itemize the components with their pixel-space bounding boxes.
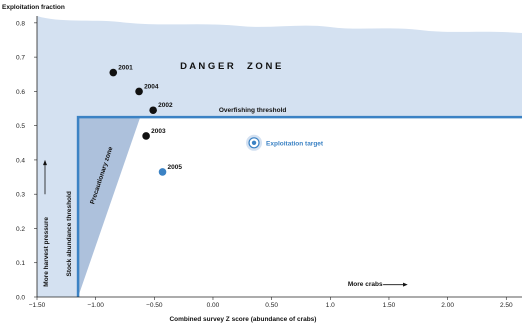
- x-tick-label: 0.00: [207, 302, 220, 309]
- data-point-label: 2002: [158, 102, 173, 109]
- more-harvest-pressure-label: More harvest pressure: [43, 217, 50, 287]
- danger-zone-label: D A N G E R Z O N E: [180, 61, 281, 72]
- target-dot: [251, 140, 257, 145]
- data-point-label: 2001: [118, 65, 133, 72]
- data-point: [149, 106, 157, 115]
- x-tick-label: 2.00: [441, 302, 454, 309]
- x-tick-label: −0.50: [146, 302, 163, 309]
- harvest-arrowhead: [43, 159, 47, 166]
- x-tick-label: 1.50: [383, 302, 396, 309]
- overfishing-threshold-line: [76, 115, 522, 297]
- data-point: [142, 132, 150, 140]
- data-point: [109, 68, 118, 77]
- data-point-label: 2003: [151, 128, 166, 135]
- exploitation-target-label: Exploitation target: [266, 140, 324, 147]
- data-point: [158, 168, 167, 176]
- y-tick-label: 0.4: [16, 157, 25, 164]
- y-tick-label: 0.6: [16, 89, 25, 96]
- y-axis-ticks: 0.0 0.1 0.2 0.3 0.4 0.5 0.6 0.7 0.8: [16, 20, 37, 302]
- y-axis-title: Exploitation fraction: [2, 4, 65, 11]
- more-crabs-label: More crabs: [348, 281, 383, 288]
- overfishing-threshold-label: Overfishing threshold: [219, 107, 287, 114]
- x-tick-label: 1.0: [326, 302, 335, 309]
- y-tick-label: 0.2: [16, 226, 25, 233]
- crabs-arrowhead: [403, 282, 408, 287]
- data-point-label: 2005: [168, 164, 183, 171]
- y-tick-label: 0.1: [16, 260, 25, 267]
- y-tick-label: 0.5: [16, 123, 25, 130]
- x-tick-label: −1.00: [87, 302, 104, 309]
- x-tick-label: 0.50: [265, 302, 278, 309]
- x-tick-label: 2.50: [500, 302, 513, 309]
- y-tick-label: 0.0: [16, 295, 25, 302]
- data-point-label: 2004: [144, 83, 159, 90]
- stock-abundance-threshold-label: Stock abundance threshold: [66, 191, 73, 276]
- data-points: 2001 2004 2002 2003 2005: [109, 65, 182, 176]
- exploitation-target-marker: [246, 134, 263, 151]
- data-point: [135, 87, 143, 96]
- y-tick-label: 0.7: [16, 55, 25, 62]
- y-tick-label: 0.3: [16, 192, 25, 199]
- x-axis-ticks: −1.50 −1.00 −0.50 0.00 0.50 1.0 1.50 2.00 2.50: [29, 297, 513, 309]
- safe-zone-area: [78, 117, 522, 297]
- y-tick-label: 0.8: [16, 20, 25, 27]
- x-axis-title: Combined survey Z score (abundance of cr…: [169, 316, 316, 323]
- precautionary-zone-area: [78, 117, 141, 297]
- x-tick-label: −1.50: [29, 302, 46, 309]
